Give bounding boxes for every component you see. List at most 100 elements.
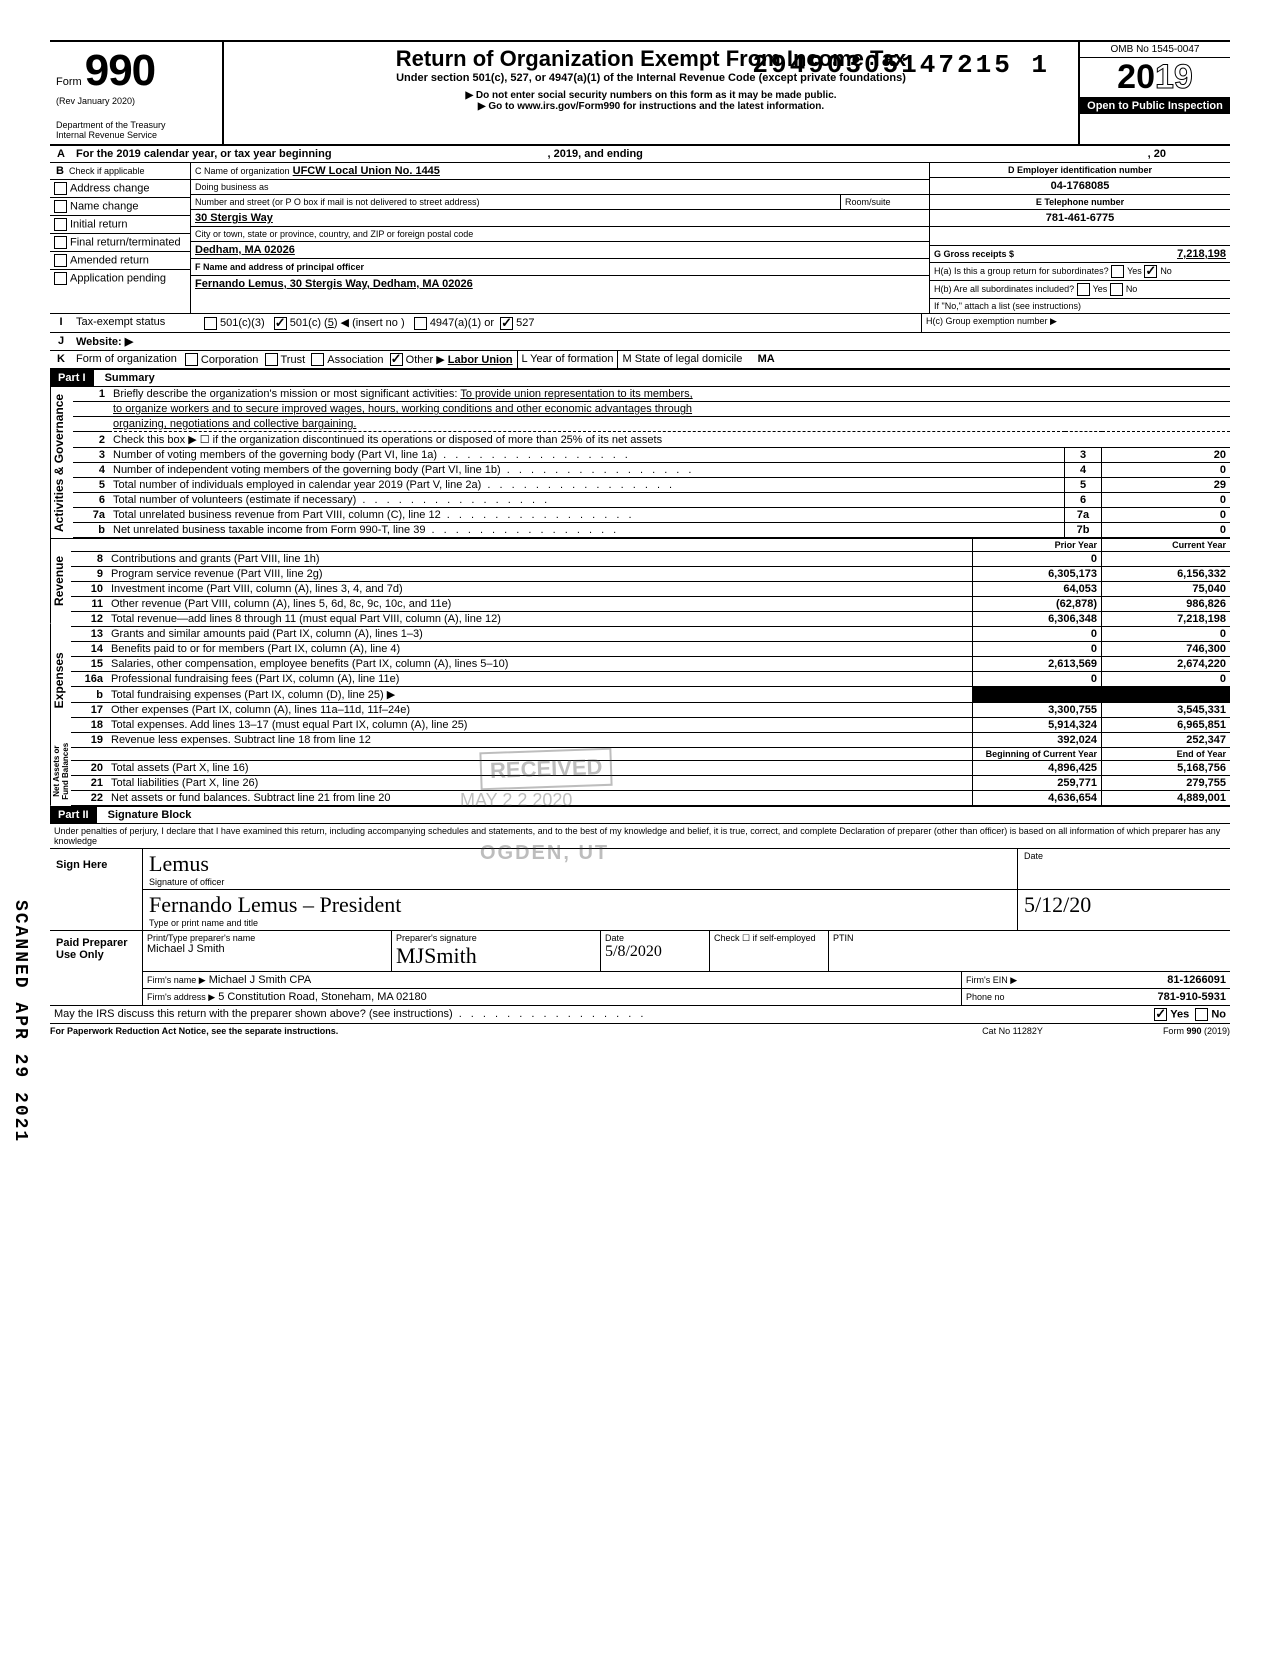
line-desc: Revenue less expenses. Subtract line 18 … bbox=[107, 733, 973, 748]
l1-pre: Briefly describe the organization's miss… bbox=[113, 388, 457, 400]
cb-initial-return[interactable] bbox=[54, 218, 67, 231]
part1-bar: Part I bbox=[50, 370, 94, 386]
goto-url: ▶ Go to www.irs.gov/Form990 for instruct… bbox=[230, 101, 1072, 112]
firm-phone: 781-910-5931 bbox=[1157, 991, 1226, 1003]
k-label: Form of organization bbox=[72, 351, 181, 369]
scanned-stamp: SCANNED APR 29 2021 bbox=[10, 900, 30, 1143]
cb-name-change[interactable] bbox=[54, 200, 67, 213]
line-num: 12 bbox=[71, 612, 107, 627]
firm-ein: 81-1266091 bbox=[1167, 974, 1226, 986]
line-desc: Other revenue (Part VIII, column (A), li… bbox=[107, 597, 973, 612]
prior-val: 0 bbox=[973, 627, 1102, 642]
sign-here: Sign Here bbox=[50, 849, 143, 930]
cb-assoc[interactable] bbox=[311, 353, 324, 366]
line-num: 14 bbox=[71, 642, 107, 657]
l4: Number of independent voting members of … bbox=[109, 463, 1065, 478]
curr-val bbox=[1102, 552, 1231, 567]
vlabel-expenses: Expenses bbox=[50, 623, 73, 737]
treasury: Department of the Treasury bbox=[56, 120, 216, 130]
i-4947: 4947(a)(1) or bbox=[430, 317, 494, 329]
d-label: D Employer identification number bbox=[930, 163, 1230, 178]
curr-val bbox=[1102, 687, 1231, 703]
footer-mid: Cat No 11282Y bbox=[982, 1026, 1043, 1036]
cb-amended[interactable] bbox=[54, 254, 67, 267]
prior-val: 2,613,569 bbox=[973, 657, 1102, 672]
line-num: 13 bbox=[71, 627, 107, 642]
cb-may-no[interactable] bbox=[1195, 1008, 1208, 1021]
cb-ha-yes[interactable] bbox=[1111, 265, 1124, 278]
line-num: 10 bbox=[71, 582, 107, 597]
cb-527[interactable] bbox=[500, 317, 513, 330]
cb-hb-no[interactable] bbox=[1110, 283, 1123, 296]
vlabel-governance: Activities & Governance bbox=[50, 387, 73, 538]
cb-hb-yes[interactable] bbox=[1077, 283, 1090, 296]
ha-label: H(a) Is this a group return for subordin… bbox=[934, 266, 1109, 276]
cb-ha-no[interactable] bbox=[1144, 265, 1157, 278]
l1: To provide union representation to its m… bbox=[460, 388, 692, 400]
line-desc: Investment income (Part VIII, column (A)… bbox=[107, 582, 973, 597]
cb-4947[interactable] bbox=[414, 317, 427, 330]
cb-501c3[interactable] bbox=[204, 317, 217, 330]
addr-label: Number and street (or P O box if mail is… bbox=[191, 195, 841, 209]
firm-addr: 5 Constitution Road, Stoneham, MA 02180 bbox=[218, 991, 427, 1003]
line-num: 19 bbox=[71, 733, 107, 748]
cb-address-change[interactable] bbox=[54, 182, 67, 195]
cb-other[interactable] bbox=[390, 353, 403, 366]
curr-val: 6,965,851 bbox=[1102, 718, 1231, 733]
prior-val: 4,896,425 bbox=[973, 761, 1102, 776]
curr-val: 4,889,001 bbox=[1102, 791, 1231, 806]
vlabel-revenue: Revenue bbox=[50, 539, 73, 623]
firm-addr-label: Firm's address ▶ bbox=[147, 992, 215, 1002]
l3: Number of voting members of the governin… bbox=[109, 448, 1065, 463]
city: Dedham, MA 02026 bbox=[191, 242, 929, 259]
prior-val: 5,914,324 bbox=[973, 718, 1102, 733]
hb-label: H(b) Are all subordinates included? bbox=[934, 284, 1074, 294]
year-prefix: 20 bbox=[1117, 58, 1155, 96]
footer-right: Form 990 (2019) bbox=[1163, 1026, 1230, 1036]
ha-yes: Yes bbox=[1127, 266, 1142, 276]
hdr-prior: Prior Year bbox=[973, 539, 1102, 552]
received-loc: OGDEN, UT bbox=[480, 842, 609, 865]
v6: 0 bbox=[1102, 493, 1231, 508]
l2: Check this box ▶ ☐ if the organization d… bbox=[109, 432, 1230, 448]
j-label: Website: ▶ bbox=[72, 333, 137, 350]
l7a: Total unrelated business revenue from Pa… bbox=[109, 508, 1065, 523]
b-item-5: Application pending bbox=[70, 272, 166, 284]
b-item-4: Amended return bbox=[70, 254, 149, 266]
b-item-1: Name change bbox=[70, 200, 139, 212]
vlabel-netassets: Net Assets or Fund Balances bbox=[50, 737, 73, 806]
prior-val: 6,306,348 bbox=[973, 612, 1102, 627]
f-label: F Name and address of principal officer bbox=[195, 262, 364, 272]
curr-val: 279,755 bbox=[1102, 776, 1231, 791]
l7b: Net unrelated business taxable income fr… bbox=[109, 523, 1065, 538]
v5: 29 bbox=[1102, 478, 1231, 493]
prior-val: 0 bbox=[973, 672, 1102, 687]
prior-val: 3,300,755 bbox=[973, 703, 1102, 718]
officer: Fernando Lemus, 30 Stergis Way, Dedham, … bbox=[191, 276, 929, 292]
dba-label: Doing business as bbox=[191, 180, 929, 195]
v4: 0 bbox=[1102, 463, 1231, 478]
cb-501c[interactable] bbox=[274, 317, 287, 330]
cb-corp[interactable] bbox=[185, 353, 198, 366]
prior-val: 6,305,173 bbox=[973, 567, 1102, 582]
ha-no: No bbox=[1160, 266, 1172, 276]
i-501c3: 501(c)(3) bbox=[220, 317, 265, 329]
k-trust: Trust bbox=[281, 354, 306, 366]
cb-trust[interactable] bbox=[265, 353, 278, 366]
k-other: Other ▶ bbox=[406, 354, 445, 366]
prior-val: 259,771 bbox=[973, 776, 1102, 791]
b-label: Check if applicable bbox=[69, 166, 145, 176]
officer-date: 5/12/20 bbox=[1024, 892, 1224, 918]
line-num: 22 bbox=[71, 791, 107, 806]
cb-may-yes[interactable] bbox=[1154, 1008, 1167, 1021]
cb-final-return[interactable] bbox=[54, 236, 67, 249]
date-label: Date bbox=[1024, 851, 1224, 861]
part2-subtitle: Signature Block bbox=[100, 809, 192, 821]
cb-app-pending[interactable] bbox=[54, 272, 67, 285]
stamp-number: 29490305147215 1 bbox=[752, 50, 1050, 80]
g-label: G Gross receipts $ bbox=[934, 249, 1014, 259]
v7b: 0 bbox=[1102, 523, 1231, 538]
curr-val: 7,218,198 bbox=[1102, 612, 1231, 627]
v7a: 0 bbox=[1102, 508, 1231, 523]
prep-sig-label: Preparer's signature bbox=[396, 933, 596, 943]
